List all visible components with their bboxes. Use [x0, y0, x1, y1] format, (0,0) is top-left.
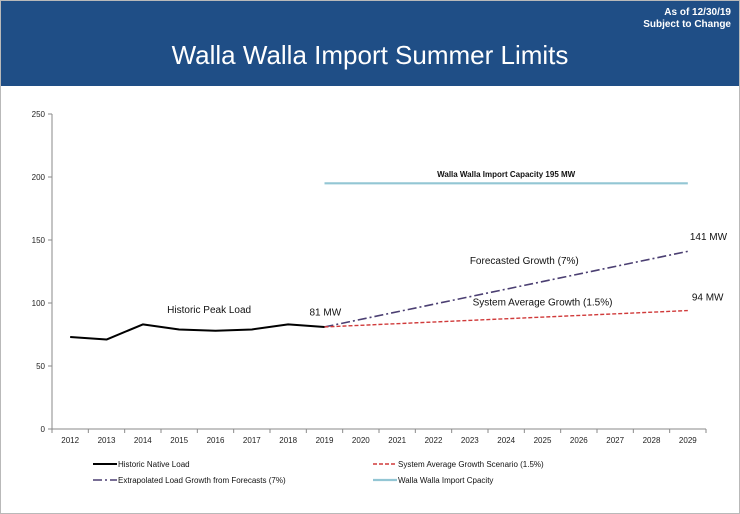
series-line-forecast — [324, 250, 688, 328]
x-tick-label: 2027 — [606, 436, 624, 445]
annotation-system-end-label: 94 MW — [692, 292, 724, 303]
x-tick-label: 2016 — [207, 436, 225, 445]
x-tick-label: 2012 — [61, 436, 79, 445]
series-line-historic — [70, 323, 325, 341]
page-title: Walla Walla Import Summer Limits — [171, 40, 569, 70]
legend-label-forecast: Extrapolated Load Growth from Forecasts … — [118, 476, 286, 485]
annotation-capacity-label: Walla Walla Import Capacity 195 MW — [437, 170, 576, 179]
annotation-forecast-label: Forecasted Growth (7%) — [470, 256, 579, 267]
legend-label-system: System Average Growth Scenario (1.5%) — [398, 460, 544, 469]
annotation-forecast-end-label: 141 MW — [690, 232, 728, 243]
y-tick-label: 250 — [32, 110, 46, 119]
x-tick-label: 2025 — [534, 436, 552, 445]
series-line-system — [324, 309, 688, 328]
as-of-date: As of 12/30/19 — [664, 7, 731, 18]
legend-label-capacity: Walla Walla Import Cpacity — [398, 476, 493, 485]
x-tick-label: 2013 — [98, 436, 116, 445]
annotation-system-label: System Average Growth (1.5%) — [473, 298, 613, 309]
y-tick-label: 0 — [41, 425, 46, 434]
x-tick-label: 2024 — [497, 436, 515, 445]
x-tick-label: 2014 — [134, 436, 152, 445]
x-tick-label: 2017 — [243, 436, 261, 445]
annotation-historic-label: Historic Peak Load — [167, 305, 251, 316]
legend-label-historic: Historic Native Load — [118, 460, 190, 469]
x-tick-label: 2022 — [425, 436, 443, 445]
x-tick-label: 2026 — [570, 436, 588, 445]
header-banner: As of 12/30/19 Subject to Change Walla W… — [1, 1, 739, 86]
x-tick-label: 2018 — [279, 436, 297, 445]
y-tick-label: 150 — [32, 236, 46, 245]
y-tick-label: 50 — [36, 362, 45, 371]
y-tick-label: 200 — [32, 173, 46, 182]
status-note: As of 12/30/19 Subject to Change — [643, 7, 731, 31]
x-tick-label: 2028 — [643, 436, 661, 445]
subject-to-change: Subject to Change — [643, 19, 731, 30]
x-tick-label: 2015 — [170, 436, 188, 445]
annotation-start-label: 81 MW — [310, 308, 342, 319]
x-tick-label: 2021 — [388, 436, 406, 445]
x-tick-label: 2029 — [679, 436, 697, 445]
y-tick-label: 100 — [32, 299, 46, 308]
x-tick-label: 2019 — [316, 436, 334, 445]
x-tick-label: 2020 — [352, 436, 370, 445]
x-tick-label: 2023 — [461, 436, 479, 445]
